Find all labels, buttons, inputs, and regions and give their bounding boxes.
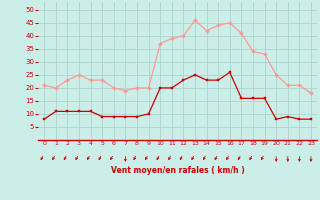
X-axis label: Vent moyen/en rafales ( km/h ): Vent moyen/en rafales ( km/h ): [111, 166, 244, 175]
